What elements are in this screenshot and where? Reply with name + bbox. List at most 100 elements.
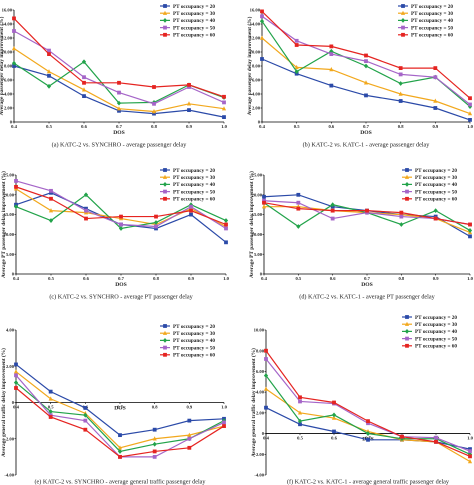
- y-tick-label: 20.00: [252, 192, 263, 197]
- x-tick-label: 0.9: [432, 124, 438, 129]
- data-point: [433, 208, 438, 214]
- data-point: [433, 216, 438, 221]
- y-tick-label: 10.00: [4, 232, 15, 237]
- data-point: [82, 94, 86, 98]
- x-tick-label: 0.4: [11, 124, 17, 129]
- series-30: [11, 46, 227, 114]
- legend-entry: PT occupancy = 60: [415, 344, 457, 350]
- x-tick-label: 0.9: [186, 124, 192, 129]
- data-point: [11, 46, 17, 51]
- data-point: [81, 59, 87, 65]
- legend-marker: [404, 321, 410, 326]
- data-point: [297, 410, 303, 415]
- y-tick-label: 20.00: [4, 192, 15, 197]
- data-point: [433, 66, 438, 70]
- legend-marker: [404, 329, 410, 334]
- data-point: [49, 190, 53, 195]
- data-point: [365, 429, 371, 434]
- data-point: [467, 459, 473, 464]
- data-point: [49, 196, 53, 201]
- x-tick-label: 0.6: [331, 436, 337, 441]
- series-60: [14, 184, 228, 227]
- data-point: [13, 369, 19, 374]
- y-axis-label: Average PT passenger delay improvement (…: [248, 171, 255, 278]
- y-tick-label: 10.00: [2, 50, 13, 55]
- data-point: [222, 115, 226, 119]
- data-point: [222, 100, 226, 105]
- chart-panel-1: 0 2.00 4.00 6.00 8.00 10.00 12.00 14.00 16.00 0.4…: [0, 4, 228, 149]
- data-point: [398, 72, 403, 77]
- data-point: [48, 415, 53, 419]
- x-tick-label: 0.6: [330, 276, 336, 281]
- y-tick-label: 6.00: [256, 369, 265, 374]
- data-point: [364, 53, 368, 58]
- legend-entry: PT occupancy = 30: [415, 322, 457, 328]
- legend-marker: [404, 182, 410, 187]
- y-tick-label: 0: [260, 272, 263, 277]
- data-point: [84, 208, 88, 213]
- series-50: [14, 179, 228, 231]
- data-point: [117, 80, 121, 85]
- data-point: [14, 373, 18, 378]
- y-tick-label: 16.00: [250, 8, 261, 13]
- data-point: [13, 380, 19, 385]
- legend-entry: PT occupancy = 60: [173, 353, 215, 359]
- series-40: [261, 200, 473, 233]
- legend-marker: [163, 25, 167, 30]
- data-point: [83, 418, 88, 423]
- data-point: [118, 226, 124, 231]
- data-point: [294, 38, 299, 43]
- data-point: [259, 35, 265, 40]
- data-point: [329, 83, 334, 88]
- x-tick-label: 0.8: [153, 276, 159, 281]
- legend-entry: PT occupancy = 20: [411, 4, 453, 10]
- data-point: [262, 198, 266, 203]
- data-point: [434, 439, 438, 444]
- y-tick-label: 10.00: [254, 328, 265, 333]
- y-tick-label: 0: [12, 272, 15, 277]
- series-50: [262, 198, 472, 227]
- data-point: [154, 214, 158, 219]
- data-point: [11, 60, 17, 66]
- data-point: [187, 108, 191, 112]
- data-point: [332, 400, 336, 405]
- x-tick-label: 0.7: [364, 276, 370, 281]
- data-point: [14, 179, 18, 183]
- data-point: [152, 454, 157, 459]
- x-tick-label: 0.9: [433, 276, 439, 281]
- data-point: [12, 16, 16, 21]
- y-tick-label: 8.00: [252, 64, 261, 69]
- data-point: [366, 421, 370, 426]
- panel-caption: (e) KATC-2 vs. SYNCHRO - average general…: [34, 479, 206, 485]
- data-point: [152, 101, 156, 106]
- data-point: [262, 194, 266, 199]
- data-point: [434, 435, 438, 440]
- x-tick-label: 1.0: [221, 124, 227, 129]
- data-point: [329, 44, 334, 49]
- data-point: [48, 409, 53, 414]
- x-tick-label: 0.4: [13, 276, 19, 281]
- x-tick-label: 0.9: [188, 276, 194, 281]
- y-tick-label: 15.00: [252, 212, 263, 217]
- data-point: [468, 222, 472, 227]
- x-axis-label: DOS: [113, 130, 125, 136]
- legend-marker: [163, 4, 167, 8]
- legend-marker: [163, 345, 167, 350]
- panel-caption: (b) KATC-2 vs. KATC-1 - average passenge…: [303, 142, 431, 149]
- x-tick-label: 0.4: [263, 436, 269, 441]
- legend-marker: [162, 10, 168, 15]
- data-point: [189, 204, 193, 209]
- data-point: [118, 454, 122, 459]
- x-tick-label: 1.0: [467, 276, 473, 281]
- chart-panel-3: 0 5.00 10.00 15.00 20.00 25.00 0.4 0.5 0.6 0.7 0.8…: [0, 168, 230, 301]
- data-point: [188, 202, 194, 208]
- y-tick-label: 8.00: [4, 64, 13, 69]
- legend-marker: [163, 352, 167, 357]
- data-point: [260, 57, 264, 61]
- data-point: [329, 52, 334, 56]
- y-tick-label: -2.00: [4, 436, 14, 441]
- x-tick-label: 0.5: [294, 124, 300, 129]
- data-point: [400, 434, 404, 439]
- data-point: [83, 412, 88, 418]
